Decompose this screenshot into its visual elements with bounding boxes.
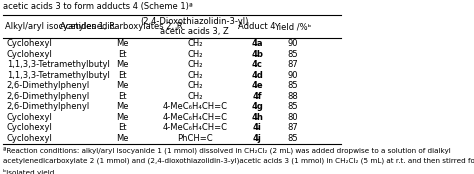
Text: 4-MeC₆H₄CH=C: 4-MeC₆H₄CH=C	[162, 102, 227, 111]
Text: CH₂: CH₂	[187, 39, 202, 48]
Text: ᵇIsolated yield.: ᵇIsolated yield.	[3, 169, 57, 174]
Text: 4e: 4e	[251, 81, 263, 90]
Text: Me: Me	[116, 39, 128, 48]
Text: 4h: 4h	[251, 113, 263, 122]
Text: 4c: 4c	[252, 60, 263, 69]
Text: 4g: 4g	[251, 102, 263, 111]
Text: 4-MeC₆H₄CH=C: 4-MeC₆H₄CH=C	[162, 113, 227, 122]
Text: 1,1,3,3-Tetramethylbutyl: 1,1,3,3-Tetramethylbutyl	[7, 60, 109, 69]
Text: CH₂: CH₂	[187, 71, 202, 80]
Text: Cyclohexyl: Cyclohexyl	[7, 113, 53, 122]
Text: 88: 88	[287, 92, 298, 101]
Text: 2,6-Dimethylphenyl: 2,6-Dimethylphenyl	[7, 81, 90, 90]
Text: Me: Me	[116, 102, 128, 111]
Text: Adduct 4: Adduct 4	[238, 22, 276, 31]
Text: 4b: 4b	[251, 50, 263, 58]
Text: 85: 85	[287, 134, 298, 143]
Text: Cyclohexyl: Cyclohexyl	[7, 124, 53, 132]
Text: Alkyl/aryl isocyanides 1, R: Alkyl/aryl isocyanides 1, R	[5, 22, 115, 31]
Text: (2,4-Dioxothiazolidin-3-yl)
acetic acids 3, Z: (2,4-Dioxothiazolidin-3-yl) acetic acids…	[141, 17, 249, 37]
Text: Me: Me	[116, 60, 128, 69]
Text: 4i: 4i	[253, 124, 262, 132]
Text: ªReaction conditions: alkyl/aryl isocyanide 1 (1 mmol) dissolved in CH₂Cl₂ (2 mL: ªReaction conditions: alkyl/aryl isocyan…	[3, 146, 451, 153]
Text: Et: Et	[118, 71, 127, 80]
Text: 2,6-Dimethylphenyl: 2,6-Dimethylphenyl	[7, 102, 90, 111]
Text: CH₂: CH₂	[187, 60, 202, 69]
Text: Et: Et	[118, 92, 127, 101]
Text: Yield /%ᵇ: Yield /%ᵇ	[274, 22, 311, 31]
Text: 87: 87	[287, 124, 298, 132]
Text: Et: Et	[118, 50, 127, 58]
Text: 4-MeC₆H₄CH=C: 4-MeC₆H₄CH=C	[162, 124, 227, 132]
Text: 90: 90	[287, 71, 298, 80]
Text: 4d: 4d	[251, 71, 263, 80]
Text: 1,1,3,3-Tetramethylbutyl: 1,1,3,3-Tetramethylbutyl	[7, 71, 109, 80]
Text: CH₂: CH₂	[187, 50, 202, 58]
Text: 85: 85	[287, 102, 298, 111]
Text: 87: 87	[287, 60, 298, 69]
Text: CH₂: CH₂	[187, 92, 202, 101]
Text: 85: 85	[287, 50, 298, 58]
Text: acetylenedicarboxylate 2 (1 mmol) and (2,4-dioxothiazolidin-3-yl)acetic acids 3 : acetylenedicarboxylate 2 (1 mmol) and (2…	[3, 157, 474, 164]
Text: Cyclohexyl: Cyclohexyl	[7, 134, 53, 143]
Text: Acetylenedicarboxylates 2, R’: Acetylenedicarboxylates 2, R’	[60, 22, 185, 31]
Text: acetic acids 3 to form adducts 4 (Scheme 1)ª: acetic acids 3 to form adducts 4 (Scheme…	[3, 2, 193, 11]
Text: 4j: 4j	[253, 134, 262, 143]
Text: PhCH=C: PhCH=C	[177, 134, 212, 143]
Text: 80: 80	[287, 113, 298, 122]
Text: Cyclohexyl: Cyclohexyl	[7, 39, 53, 48]
Text: Et: Et	[118, 124, 127, 132]
Text: Me: Me	[116, 113, 128, 122]
Text: Me: Me	[116, 81, 128, 90]
Text: 90: 90	[287, 39, 298, 48]
Text: 2,6-Dimethylphenyl: 2,6-Dimethylphenyl	[7, 92, 90, 101]
Text: 4f: 4f	[252, 92, 262, 101]
Text: Me: Me	[116, 134, 128, 143]
Text: 4a: 4a	[251, 39, 263, 48]
Text: 85: 85	[287, 81, 298, 90]
Text: CH₂: CH₂	[187, 81, 202, 90]
Text: Cyclohexyl: Cyclohexyl	[7, 50, 53, 58]
